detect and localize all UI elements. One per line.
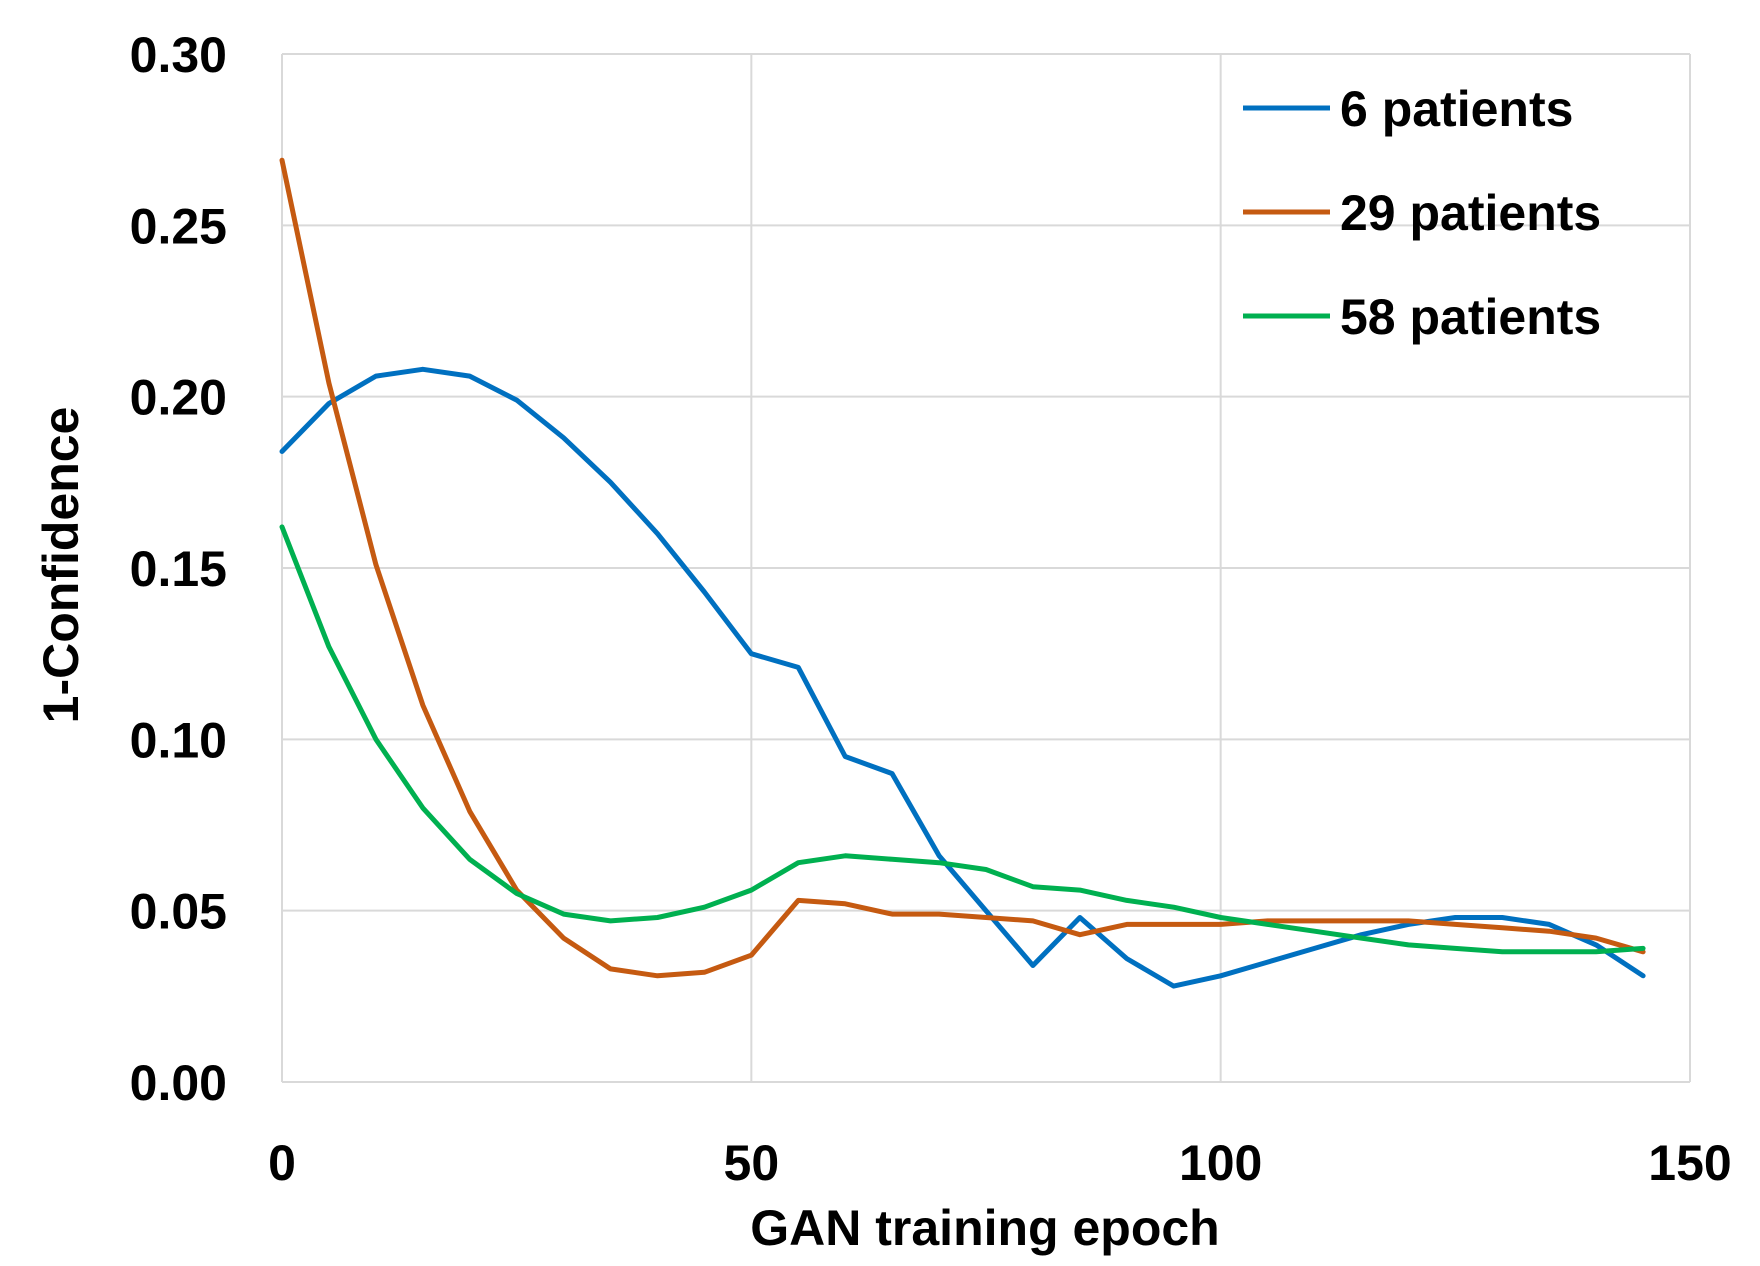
- legend-label: 29 patients: [1340, 185, 1601, 241]
- y-tick-label: 0.05: [130, 884, 227, 940]
- x-axis-title: GAN training epoch: [750, 1200, 1219, 1256]
- y-axis-tick-labels: 0.00 0.05 0.10 0.15 0.20 0.25 0.30: [130, 27, 227, 1111]
- y-axis-title: 1-Confidence: [33, 407, 89, 724]
- series-lines: [279, 157, 1646, 989]
- x-tick-label: 100: [1179, 1135, 1262, 1191]
- x-tick-label: 150: [1648, 1135, 1731, 1191]
- series-line-6-patients: [279, 366, 1646, 989]
- y-tick-label: 0.30: [130, 27, 227, 83]
- y-tick-label: 0.25: [130, 198, 227, 254]
- legend-label: 6 patients: [1340, 81, 1573, 137]
- y-tick-label: 0.00: [130, 1055, 227, 1111]
- gridlines: [281, 53, 1691, 1083]
- y-tick-label: 0.10: [130, 712, 227, 768]
- series-line-58-patients: [279, 524, 1646, 955]
- x-axis-tick-labels: 0 50 100 150: [268, 1135, 1732, 1191]
- legend-label: 58 patients: [1340, 289, 1601, 345]
- y-tick-label: 0.15: [130, 541, 227, 597]
- y-tick-label: 0.20: [130, 370, 227, 426]
- series-line-29-patients: [279, 157, 1646, 979]
- x-tick-label: 50: [724, 1135, 780, 1191]
- legend: 6 patients 29 patients 58 patients: [1243, 81, 1601, 345]
- x-tick-label: 0: [268, 1135, 296, 1191]
